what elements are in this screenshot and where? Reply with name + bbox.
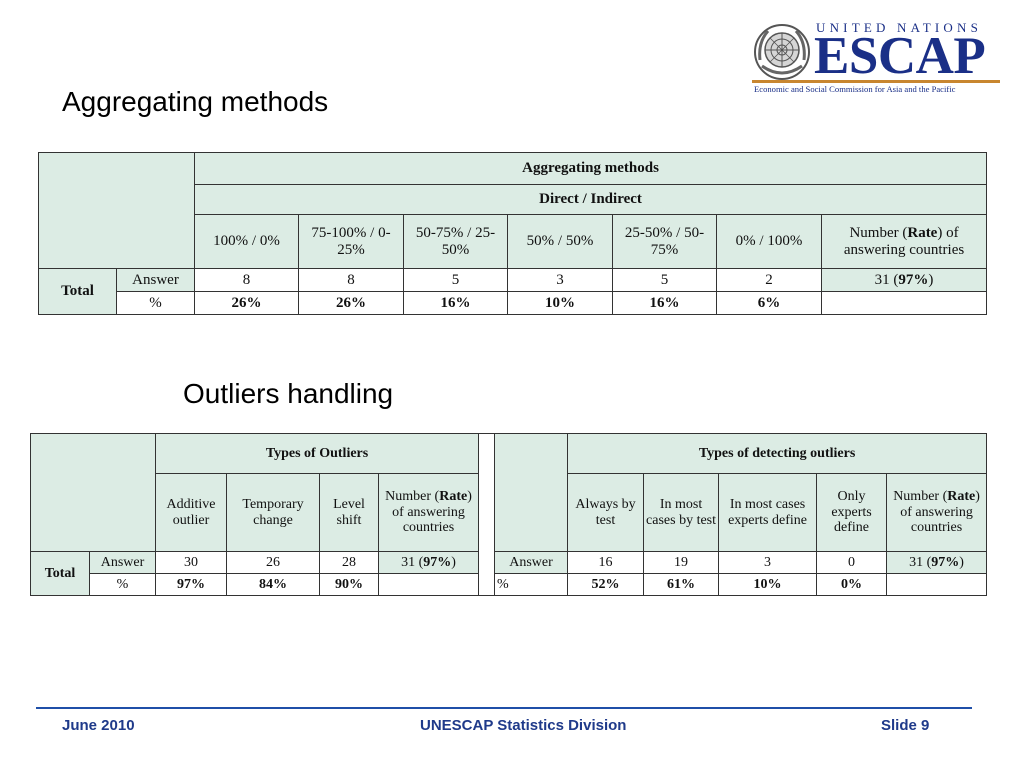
table2-cell: 26 xyxy=(226,551,320,574)
logo-escap: ESCAP xyxy=(814,27,986,85)
table1-cell: 3 xyxy=(507,268,613,292)
table2-cell-total xyxy=(377,573,480,596)
table1-header-direct-indirect: Direct / Indirect xyxy=(193,184,988,215)
table1-col-header: 75-100% / 0-25% xyxy=(298,214,404,269)
table2-right-col-header: In most cases by test xyxy=(643,473,720,552)
table2-right-col-header: Always by test xyxy=(567,473,645,552)
table2-left-col-header: Level shift xyxy=(319,473,379,552)
table1-corner xyxy=(38,152,195,269)
aggregating-methods-table: Aggregating methods Direct / Indirect 10… xyxy=(38,152,988,315)
table2-row-label: % xyxy=(494,573,569,596)
table1-row-group-total: Total xyxy=(38,268,117,315)
logo-subtitle: Economic and Social Commission for Asia … xyxy=(754,84,956,94)
table1-header-aggregating: Aggregating methods xyxy=(193,152,988,185)
table2-header-types-outliers: Types of Outliers xyxy=(154,433,480,474)
table2-cell: 52% xyxy=(567,573,645,596)
table2-spacer xyxy=(478,433,496,596)
table1-col-header: 25-50% / 50-75% xyxy=(612,214,717,269)
section-title-outliers: Outliers handling xyxy=(183,378,394,409)
logo-united-nations: UNITED NATIONS xyxy=(816,20,983,35)
table2-header-detecting-outliers: Types of detecting outliers xyxy=(567,433,988,474)
footer-slide-number: Slide 9 xyxy=(881,717,930,734)
table2-cell: 61% xyxy=(643,573,720,596)
outliers-handling-table: Types of Outliers Types of detecting out… xyxy=(30,433,988,596)
table2-cell: 16 xyxy=(567,551,645,574)
table2-cell: 0% xyxy=(816,573,888,596)
table1-row-label: Answer xyxy=(116,268,195,292)
footer-divider xyxy=(36,707,972,709)
table2-row-label: Answer xyxy=(89,551,156,574)
footer-organization: UNESCAP Statistics Division xyxy=(420,717,627,734)
table2-left-col-header: Additive outlier xyxy=(155,473,227,552)
table1-cell: 5 xyxy=(403,268,508,292)
escap-logo: UNITED NATIONS ESCAP Economic and Social… xyxy=(752,20,1000,100)
table1-row-label: % xyxy=(116,291,195,315)
table2-row-group-total: Total xyxy=(30,551,90,596)
logo-divider xyxy=(752,80,1000,83)
table1-cell: 8 xyxy=(194,268,299,292)
table2-cell: 84% xyxy=(226,573,320,596)
table2-cell: 97% xyxy=(155,573,227,596)
table2-right-col-header: In most cases experts define xyxy=(718,473,818,552)
footer-date: June 2010 xyxy=(62,717,135,734)
table1-cell: 16% xyxy=(403,291,508,315)
table1-col-header-count: Number (Rate) of answering countries xyxy=(820,214,988,269)
table1-cell: 16% xyxy=(612,291,717,315)
table2-cell-total: 31 (97%) xyxy=(377,551,480,574)
table1-cell: 5 xyxy=(612,268,717,292)
table1-cell-total: 31 (97%) xyxy=(820,268,988,292)
table1-col-header: 100% / 0% xyxy=(194,214,299,269)
table2-right-corner xyxy=(494,433,569,552)
table1-col-header: 0% / 100% xyxy=(716,214,822,269)
table2-left-col-header: Temporary change xyxy=(226,473,320,552)
table2-right-col-header: Only experts define xyxy=(816,473,888,552)
table2-cell: 90% xyxy=(319,573,379,596)
table2-cell: 19 xyxy=(643,551,720,574)
table2-left-corner xyxy=(30,433,156,552)
table2-row-label: % xyxy=(89,573,156,596)
table1-cell: 26% xyxy=(194,291,299,315)
table2-cell: 3 xyxy=(718,551,818,574)
table1-cell: 6% xyxy=(716,291,822,315)
table2-cell: 28 xyxy=(319,551,379,574)
table2-cell: 10% xyxy=(718,573,818,596)
table1-cell: 26% xyxy=(298,291,404,315)
table1-cell: 10% xyxy=(507,291,613,315)
table2-cell: 0 xyxy=(816,551,888,574)
table1-cell-total xyxy=(820,291,988,315)
table2-right-col-header-count: Number (Rate) of answering countries xyxy=(886,473,988,552)
section-title-aggregating: Aggregating methods xyxy=(62,86,329,117)
table2-cell-total xyxy=(886,573,988,596)
table2-cell: 30 xyxy=(155,551,227,574)
table1-cell: 8 xyxy=(298,268,404,292)
table2-cell-total: 31 (97%) xyxy=(886,551,988,574)
table1-cell: 2 xyxy=(716,268,822,292)
table2-left-col-header-count: Number (Rate) of answering countries xyxy=(377,473,480,552)
table2-row-label: Answer xyxy=(494,551,569,574)
un-emblem-icon xyxy=(754,24,810,80)
table1-col-header: 50% / 50% xyxy=(507,214,613,269)
table1-col-header: 50-75% / 25-50% xyxy=(403,214,508,269)
